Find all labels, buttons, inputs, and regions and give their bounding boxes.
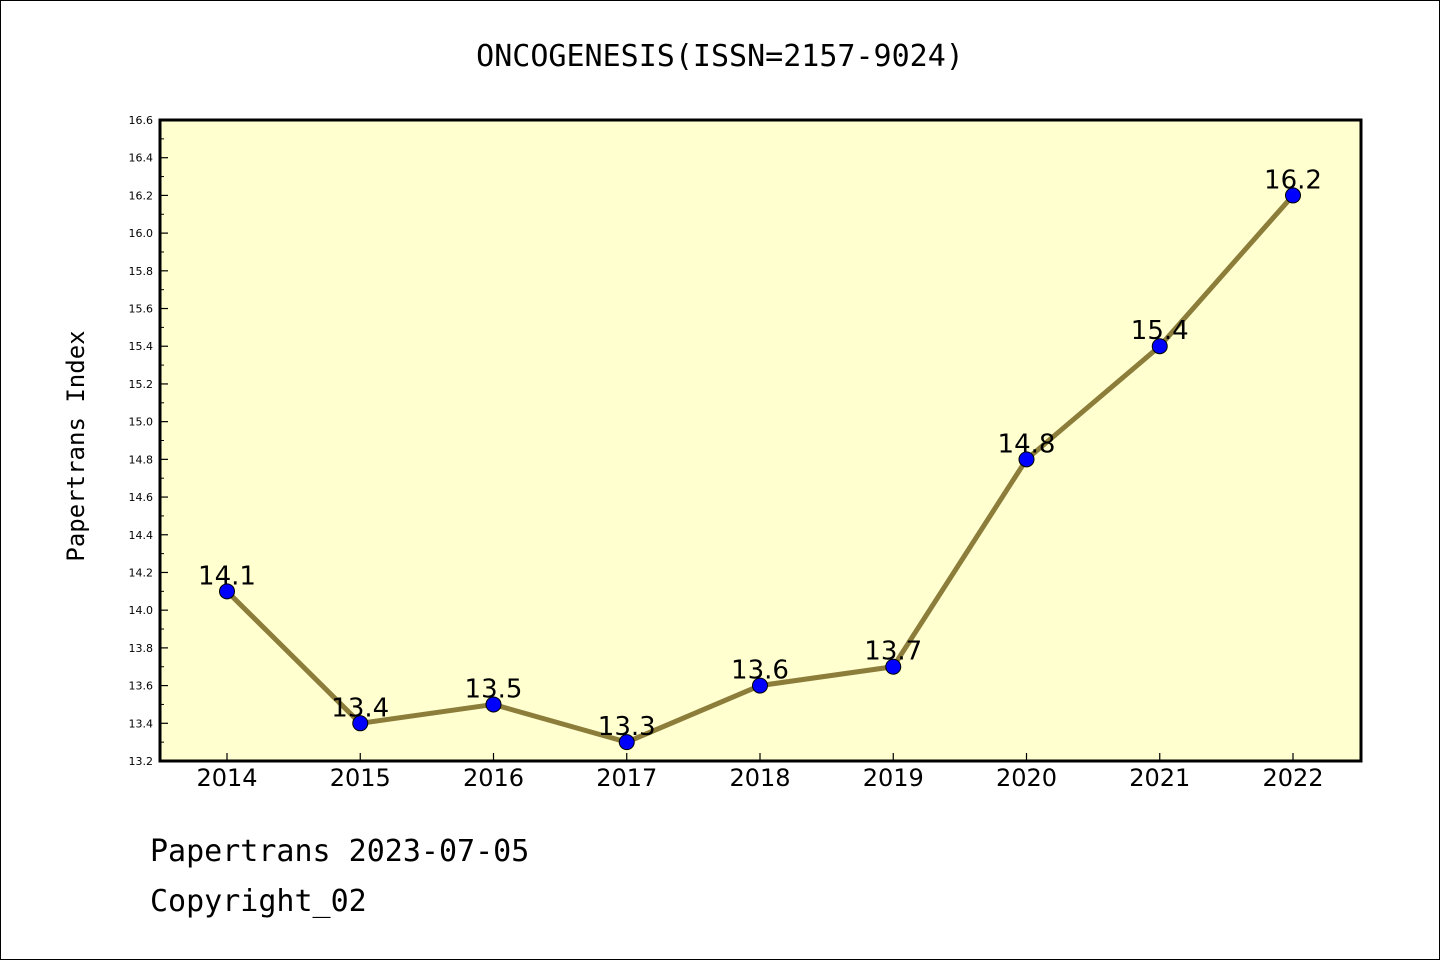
y-tick-label: 13.6 xyxy=(129,680,154,693)
y-tick-label: 14.4 xyxy=(129,529,154,542)
x-tick-label: 2021 xyxy=(1129,764,1190,792)
plot-area xyxy=(158,118,1363,763)
data-label: 13.4 xyxy=(331,693,389,723)
y-axis-label: Papertrans Index xyxy=(62,330,90,561)
data-point xyxy=(618,734,635,751)
data-label: 13.3 xyxy=(598,712,656,742)
data-label: 13.7 xyxy=(864,637,922,667)
y-tick-label: 15.6 xyxy=(129,303,154,316)
y-tick-label: 16.4 xyxy=(129,152,154,165)
y-tick-label: 13.4 xyxy=(129,717,154,730)
data-label: 13.6 xyxy=(731,656,789,686)
data-labels: 14.1 13.4 13.5 13.3 13.6 13.7 14.8 15.4 16.2 xyxy=(198,165,1322,742)
x-tick-label: 2020 xyxy=(996,764,1057,792)
y-tick-label: 16.6 xyxy=(129,114,154,127)
x-tick-label: 2022 xyxy=(1262,764,1323,792)
data-label: 13.5 xyxy=(465,674,523,704)
data-label: 14.1 xyxy=(198,561,256,591)
data-label: 15.4 xyxy=(1131,316,1189,346)
y-tick-label: 15.4 xyxy=(129,340,154,353)
x-axis-ticks: 2014 2015 2016 2017 2018 2019 2020 2021 2022 xyxy=(196,753,1324,792)
y-tick-label: 14.6 xyxy=(129,491,154,504)
y-tick-label: 15.2 xyxy=(129,378,154,391)
y-tick-label: 14.0 xyxy=(129,604,154,617)
data-point xyxy=(485,696,502,713)
y-tick-label: 16.0 xyxy=(129,227,154,240)
y-tick-label: 14.8 xyxy=(129,453,154,466)
y-tick-label: 15.8 xyxy=(129,265,154,278)
data-label: 14.8 xyxy=(998,429,1056,459)
y-axis-ticks: 13.2 13.4 13.6 13.8 14.0 14.2 14.4 14.6 14.8 15.0… xyxy=(129,114,168,768)
x-tick-label: 2019 xyxy=(863,764,924,792)
y-tick-label: 15.0 xyxy=(129,416,154,429)
data-point xyxy=(885,658,902,675)
data-point xyxy=(352,715,369,732)
x-tick-label: 2015 xyxy=(330,764,391,792)
y-tick-label: 14.2 xyxy=(129,566,154,579)
x-tick-label: 2016 xyxy=(463,764,524,792)
data-label: 16.2 xyxy=(1264,165,1322,195)
data-point xyxy=(752,677,768,694)
y-tick-label: 13.8 xyxy=(129,642,154,655)
x-tick-label: 2018 xyxy=(729,764,790,792)
y-tick-label: 16.2 xyxy=(129,189,154,202)
footer-copyright: Copyright_02 xyxy=(150,884,367,919)
footer-date: Papertrans 2023-07-05 xyxy=(150,834,530,869)
series-markers xyxy=(219,187,1301,751)
x-tick-label: 2017 xyxy=(596,764,657,792)
x-tick-label: 2014 xyxy=(196,764,257,792)
data-point xyxy=(1018,451,1035,468)
data-point xyxy=(219,583,235,600)
chart-title: ONCOGENESIS(ISSN=2157-9024) xyxy=(476,39,964,74)
data-point xyxy=(1285,187,1301,204)
data-point xyxy=(1151,338,1168,355)
y-tick-label: 13.2 xyxy=(129,755,154,768)
